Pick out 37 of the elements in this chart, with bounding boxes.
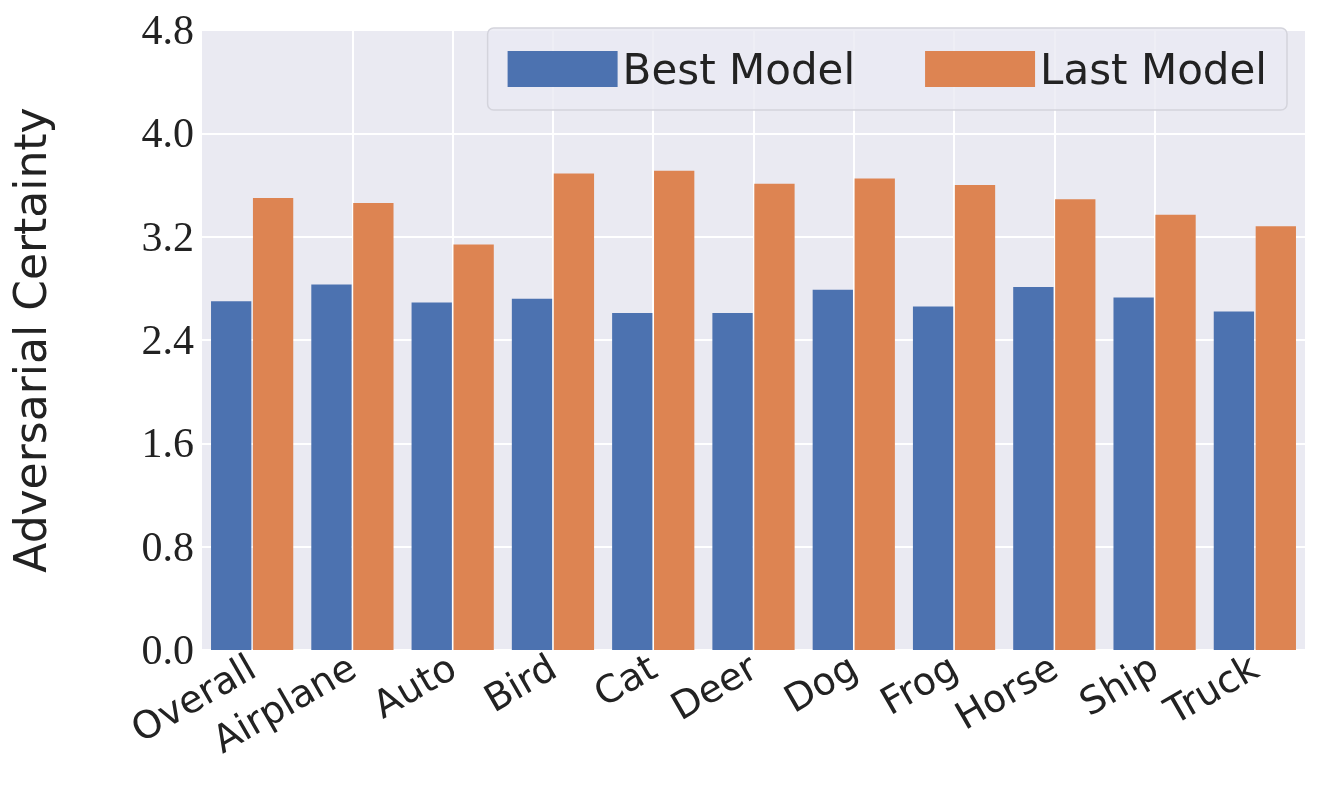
- y-tick-label: 4.8: [141, 7, 194, 53]
- bar: [353, 203, 394, 650]
- y-tick-label: 1.6: [141, 420, 194, 467]
- bar: [1055, 199, 1096, 650]
- x-tick-label: Auto: [365, 644, 464, 728]
- bar: [311, 284, 352, 650]
- bar: [654, 170, 695, 650]
- legend-label: Last Model: [1040, 44, 1268, 94]
- y-tick-label: 3.2: [141, 213, 194, 260]
- bar: [754, 183, 795, 650]
- bar: [553, 173, 595, 650]
- x-tick-label: Truck: [1156, 644, 1266, 734]
- bar: [1013, 287, 1054, 650]
- x-tick-label: Cat: [586, 644, 665, 716]
- bar: [252, 197, 294, 650]
- bar: [1113, 297, 1154, 650]
- bar: [1155, 214, 1196, 650]
- y-tick-label: 0.8: [141, 523, 194, 570]
- x-tick-label: Dog: [776, 644, 865, 722]
- bar: [511, 298, 553, 650]
- bar: [912, 306, 954, 650]
- y-tick-label: 2.4: [141, 317, 194, 363]
- bar: [712, 312, 753, 650]
- bar: [211, 301, 252, 650]
- x-tick-label: Bird: [476, 644, 564, 721]
- bar: [854, 178, 895, 650]
- bar: [411, 302, 452, 650]
- bar: [1213, 311, 1255, 650]
- bar: [812, 289, 853, 650]
- y-tick-label: 4.0: [141, 110, 194, 157]
- bar: [1255, 226, 1296, 650]
- bar: [453, 244, 494, 650]
- y-axis-title: Adversarial Certainty: [4, 107, 56, 573]
- bar: [612, 312, 653, 650]
- legend-label: Best Model: [622, 44, 856, 94]
- bar: [954, 185, 996, 650]
- x-tick-label: Deer: [663, 644, 765, 729]
